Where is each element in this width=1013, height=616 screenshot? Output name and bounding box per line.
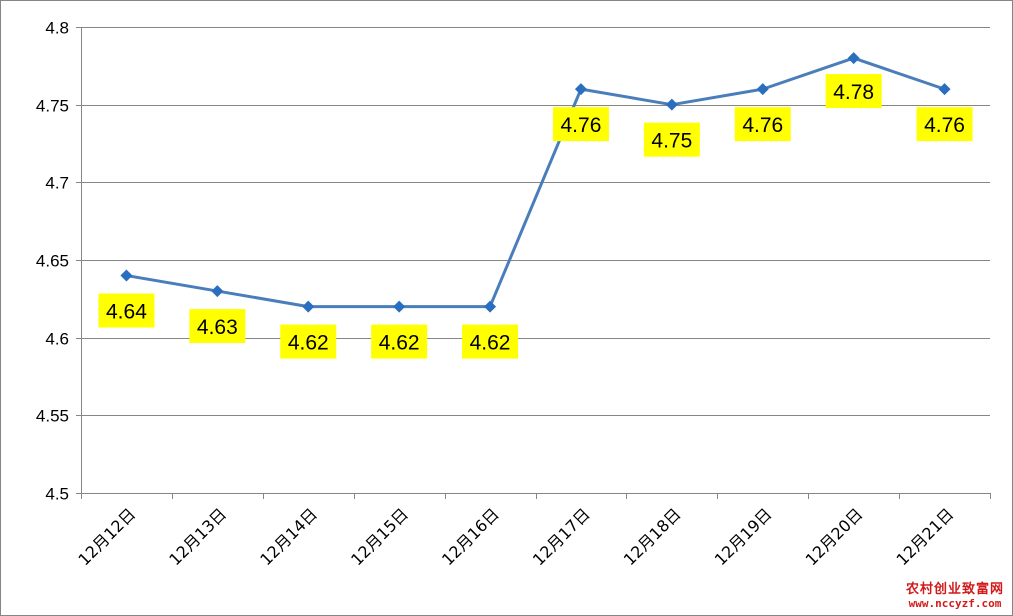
marker-layer	[120, 52, 951, 313]
data-point-marker	[756, 83, 769, 96]
data-point-marker	[847, 52, 860, 65]
x-tick-label: 12月14日	[256, 504, 321, 569]
data-label: 4.62	[288, 332, 329, 355]
data-label-background	[280, 324, 337, 359]
y-tick-label: 4.55	[36, 407, 69, 426]
x-tick-label: 12月18日	[620, 504, 685, 569]
x-tick-label: 12月20日	[802, 504, 867, 569]
data-label-background	[734, 107, 791, 142]
data-label-background	[371, 324, 428, 359]
data-label-background	[462, 324, 519, 359]
x-tick-label: 12月17日	[529, 504, 594, 569]
y-tick-label: 4.8	[45, 19, 69, 38]
data-label: 4.75	[651, 130, 692, 153]
x-tick-label: 12月13日	[165, 504, 230, 569]
data-label-background	[98, 293, 155, 328]
data-point-marker	[211, 285, 224, 298]
data-point-marker	[120, 269, 133, 282]
data-label: 4.76	[924, 114, 965, 137]
data-label: 4.62	[470, 332, 511, 355]
data-label: 4.76	[742, 114, 783, 137]
data-label-background	[825, 74, 882, 109]
data-label: 4.62	[379, 332, 420, 355]
data-label: 4.76	[561, 114, 602, 137]
series-layer	[126, 56, 946, 309]
data-label-background	[552, 107, 609, 142]
y-tick-label: 4.65	[36, 252, 69, 271]
data-point-marker	[938, 83, 951, 96]
x-axis-tick-labels: 12月12日 12月13日 12月14日 12月15日 12月16日 12月17日 12月1…	[74, 504, 957, 569]
x-tick-label: 12月19日	[711, 504, 776, 569]
data-label-background	[189, 309, 246, 344]
data-labels: 4.64 4.63 4.62 4.62 4.62 4.76 4.75 4.76 4.78 4.76	[98, 74, 973, 359]
data-point-marker	[393, 300, 406, 313]
y-tick-label: 4.6	[45, 330, 69, 349]
data-label: 4.63	[197, 316, 238, 339]
data-label-background	[916, 107, 973, 142]
x-tick-label: 12月21日	[893, 504, 958, 569]
watermark: 农村创业致富网 www.nccyzf.com	[905, 582, 1004, 611]
y-tick-label: 4.75	[36, 97, 69, 116]
watermark-site-name: 农村创业致富网	[905, 582, 1004, 598]
data-label: 4.78	[833, 81, 874, 104]
data-label-background	[643, 122, 700, 157]
x-tick-label: 12月15日	[347, 504, 412, 569]
data-point-marker	[574, 83, 587, 96]
y-tick-label: 4.7	[45, 174, 69, 193]
data-point-marker	[665, 98, 678, 111]
x-tick-label: 12月12日	[74, 504, 139, 569]
y-tick-label: 4.5	[45, 485, 69, 504]
watermark-url: www.nccyzf.com	[908, 597, 1002, 611]
data-point-marker	[484, 300, 497, 313]
x-tick-label: 12月16日	[438, 504, 503, 569]
series-line	[126, 56, 946, 309]
axes	[76, 27, 991, 499]
y-axis-tick-labels: 4.5 4.55 4.6 4.65 4.7 4.75 4.8	[36, 19, 69, 504]
data-point-marker	[302, 300, 315, 313]
data-label: 4.64	[106, 301, 147, 324]
